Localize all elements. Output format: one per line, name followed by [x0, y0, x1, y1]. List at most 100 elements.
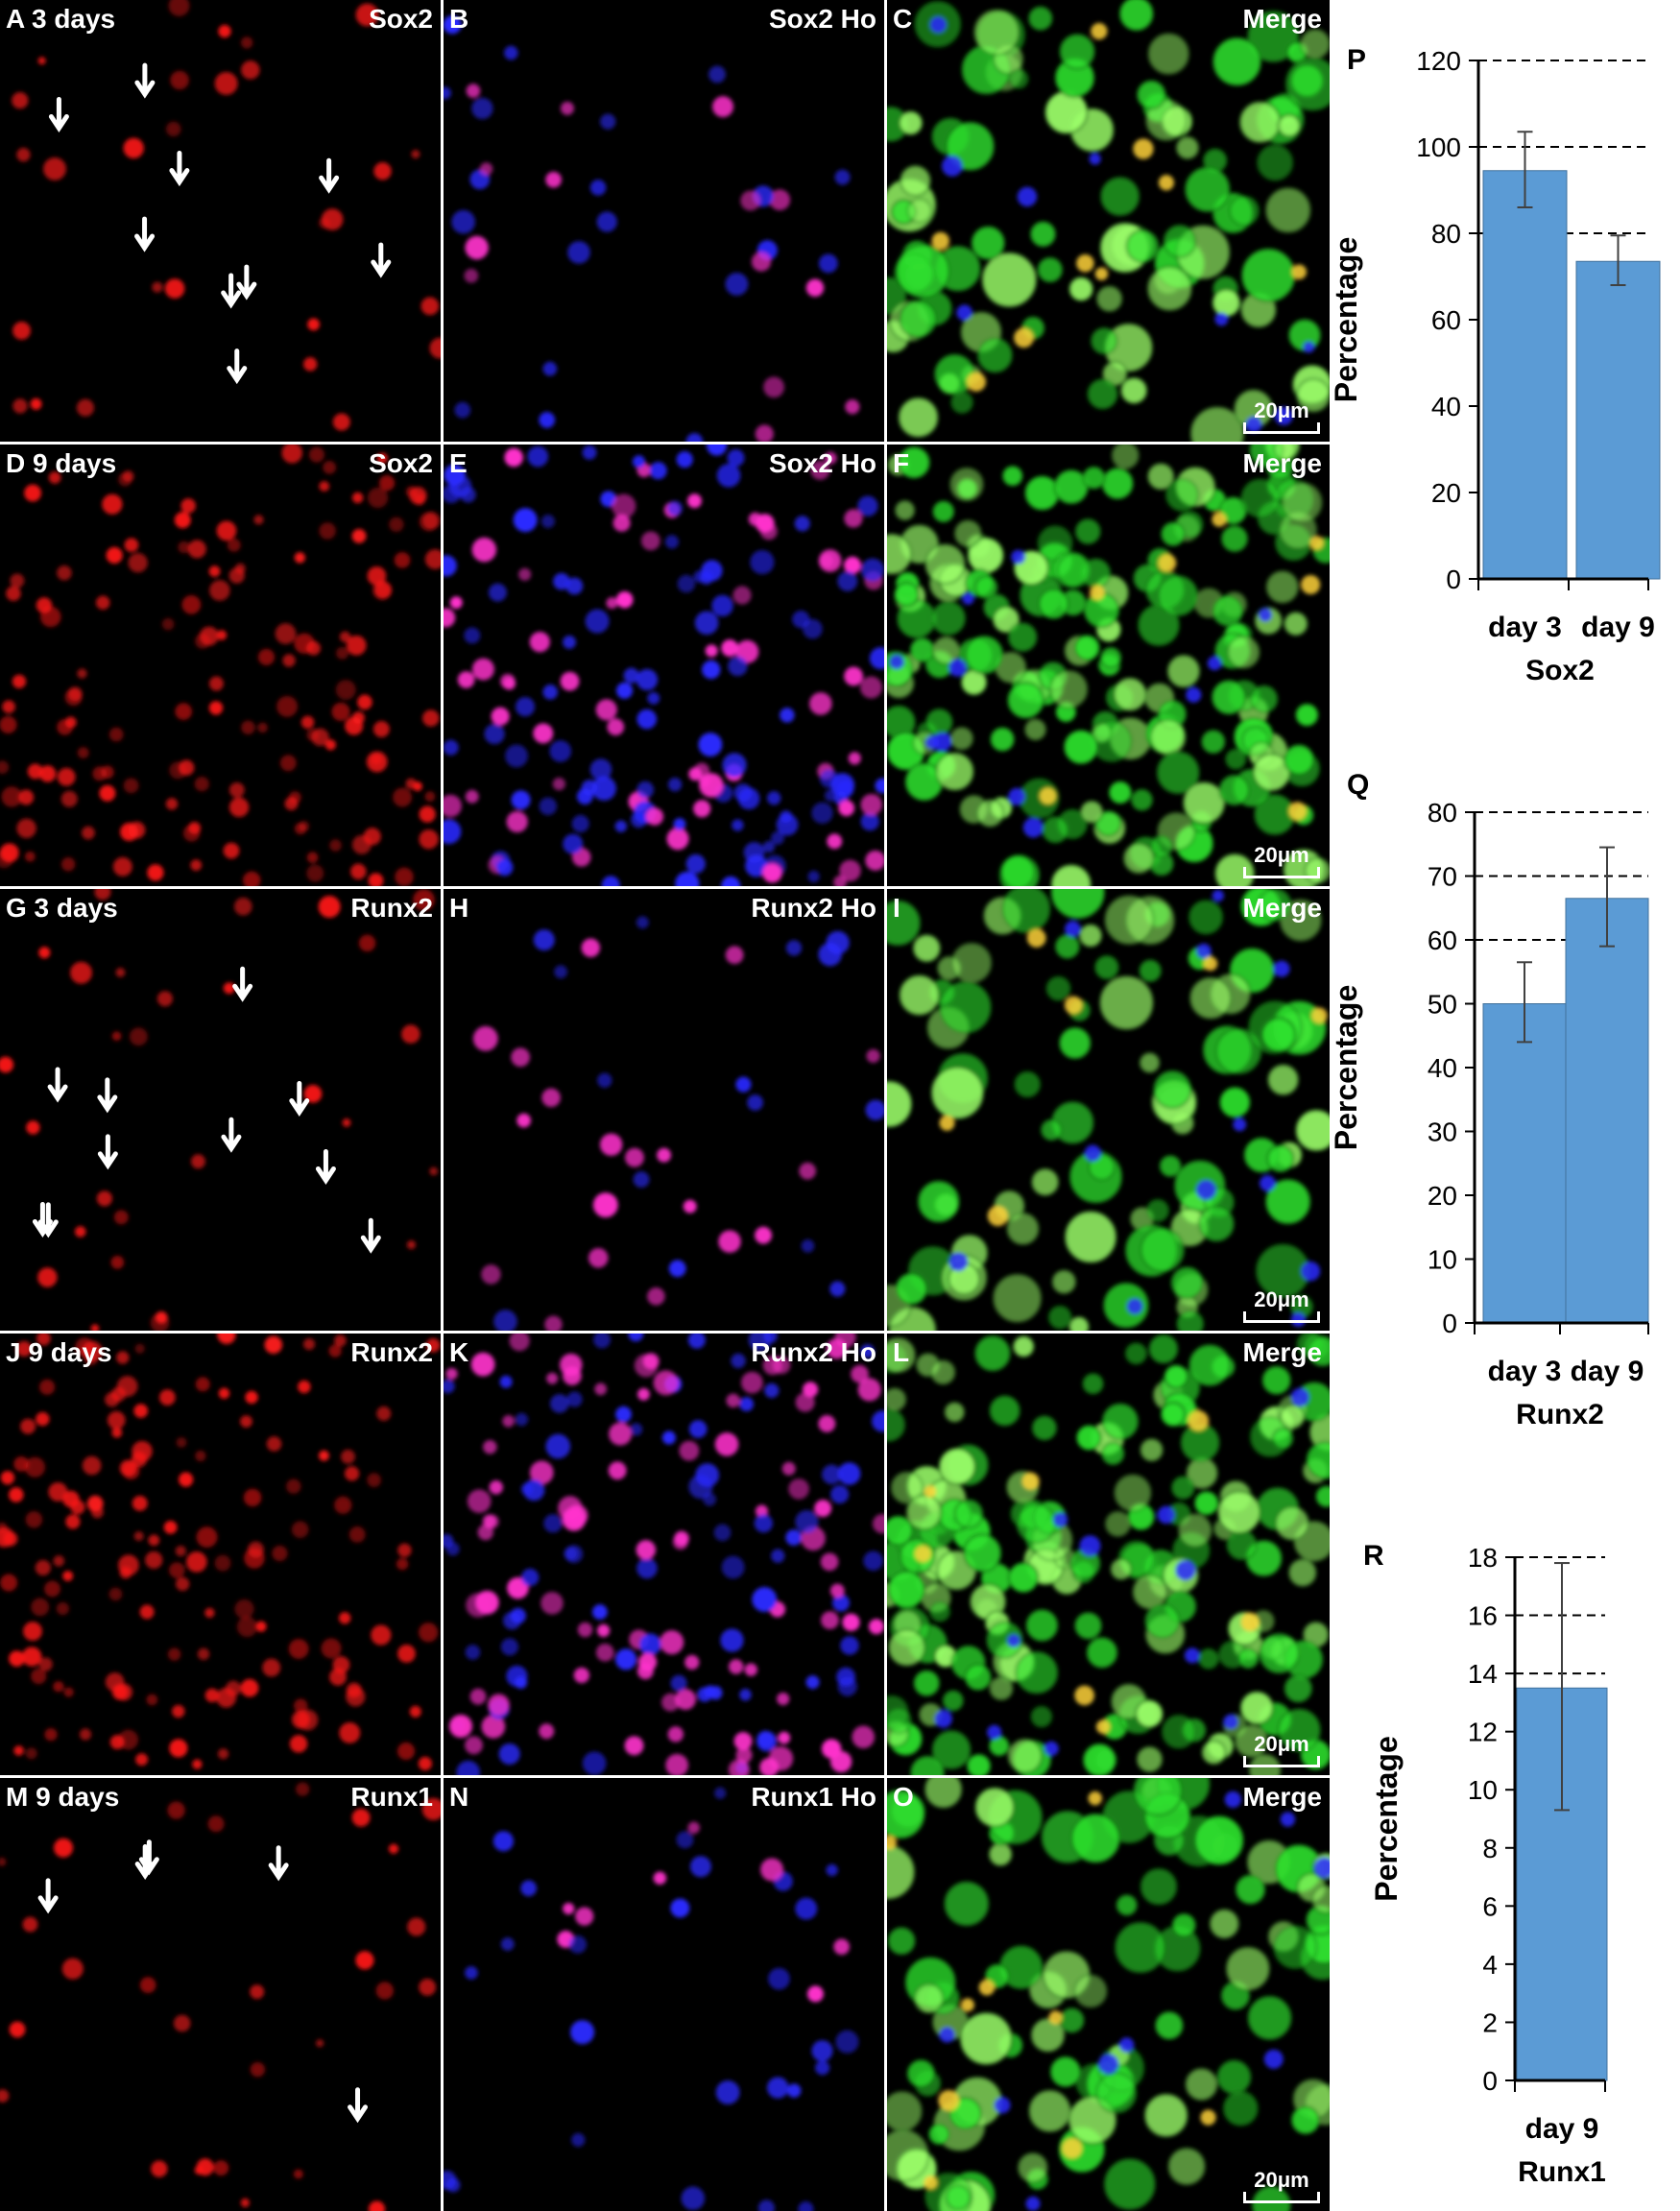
- micrograph-image: [444, 445, 884, 886]
- y-tick-label: 14: [1468, 1659, 1498, 1689]
- micrograph-image: [444, 1787, 859, 2211]
- scale-bar-line: [1243, 2192, 1320, 2203]
- arrow-icon: [169, 151, 190, 187]
- y-tick-label: 40: [1431, 392, 1461, 421]
- panel-letter-label: P: [1347, 44, 1366, 76]
- arrow-icon: [97, 1134, 118, 1170]
- y-tick-label: 20: [1431, 478, 1461, 508]
- channel-label: Runx2 Ho: [751, 1337, 876, 1367]
- micrograph-image: [887, 1334, 1330, 1775]
- y-tick-label: 30: [1428, 1118, 1457, 1147]
- channel-label: Runx2 Ho: [751, 893, 876, 923]
- category-label: day 9: [1581, 612, 1655, 643]
- channel-label: Runx2: [350, 1337, 433, 1367]
- y-tick-label: 40: [1428, 1053, 1457, 1083]
- panel-L: L Merge 20μm: [887, 1334, 1330, 1775]
- panel-M: M 9 days Runx1: [0, 1778, 441, 2211]
- bar-day-9: [1565, 898, 1649, 1324]
- chart-P: day 3 day 9 0 20 40 60 80 100 120 Percentage Sox2 P: [1330, 0, 1680, 710]
- scale-bar-line: [1243, 1756, 1320, 1767]
- panel-K: K Runx2 Ho: [444, 1334, 884, 1775]
- panel-I: I Merge 20μm: [887, 889, 1330, 1331]
- arrow-icon: [97, 1077, 118, 1114]
- error-bar: [1610, 234, 1626, 286]
- arrow-icon: [236, 264, 257, 300]
- scale-bar: 20μm: [1243, 2170, 1320, 2203]
- arrow-icon: [227, 348, 248, 385]
- panel-E: E Sox2 Ho: [444, 445, 884, 886]
- scale-bar: 20μm: [1243, 1734, 1320, 1767]
- chart-R: day 9 0 2 4 6 8 10 12 14 16 18 Percentage Runx1 R: [1330, 1526, 1680, 2208]
- y-tick-label: 10: [1428, 1245, 1457, 1275]
- micrograph-image: [444, 15, 860, 442]
- panel-letter-label: A 3 days: [6, 4, 116, 34]
- micrograph-image: [887, 889, 1330, 1331]
- chart-svg: day 9 0 2 4 6 8 10 12 14 16 18 Percentage Runx1 R: [1363, 1540, 1608, 2188]
- arrow-icon: [221, 1117, 242, 1153]
- panel-G: G 3 days Runx2: [0, 889, 441, 1331]
- arrow-icon: [138, 1839, 159, 1876]
- arrow-icon: [371, 242, 392, 278]
- channel-label: Sox2: [369, 448, 433, 478]
- chart-svg: day 3 day 9 0 10 20 30 40 50 60 70 80 Percentage Run…: [1330, 769, 1649, 1430]
- arrow-icon: [360, 1217, 381, 1254]
- panel-C: C Merge 20μm: [887, 0, 1330, 442]
- y-tick-label: 20: [1428, 1181, 1457, 1211]
- panel-letter-label: F: [893, 448, 910, 478]
- channel-label: Merge: [1242, 448, 1322, 478]
- micrograph-image: [0, 889, 439, 1331]
- panel-letter-label: B: [449, 4, 469, 34]
- channel-label: Sox2 Ho: [768, 448, 876, 478]
- scale-bar: 20μm: [1243, 400, 1320, 434]
- panel-letter-label: N: [449, 1782, 469, 1812]
- arrow-icon: [319, 157, 340, 194]
- y-tick-label: 60: [1428, 925, 1457, 955]
- arrow-icon: [32, 1201, 53, 1238]
- y-tick-label: 2: [1482, 2007, 1498, 2037]
- arrow-icon: [134, 62, 156, 99]
- panel-F: F Merge 20μm: [887, 445, 1330, 886]
- scale-bar: 20μm: [1243, 845, 1320, 878]
- y-tick-label: 0: [1446, 565, 1461, 594]
- micrograph-image: [444, 1334, 884, 1775]
- y-tick-label: 120: [1416, 46, 1461, 76]
- arrow-icon: [348, 2087, 369, 2124]
- micrograph-image: [0, 445, 441, 886]
- scale-bar-label: 20μm: [1254, 2168, 1309, 2192]
- panel-J: J 9 days Runx2: [0, 1334, 441, 1775]
- channel-label: Sox2: [369, 4, 433, 34]
- y-axis-label: Percentage: [1369, 1736, 1404, 1902]
- arrow-icon: [289, 1081, 310, 1118]
- panel-letter-label: Q: [1347, 769, 1369, 801]
- micrograph-image: [12, 0, 441, 431]
- panel-N: N Runx1 Ho: [444, 1778, 884, 2211]
- panel-letter-label: M 9 days: [6, 1782, 120, 1812]
- micrograph-image: [472, 916, 884, 1331]
- panel-O: O Merge 20μm: [887, 1778, 1330, 2211]
- arrow-icon: [232, 966, 253, 1002]
- arrow-icon: [268, 1845, 289, 1882]
- category-label: day 3: [1488, 612, 1562, 643]
- scale-bar-label: 20μm: [1254, 398, 1309, 422]
- chart-svg: day 3 day 9 0 20 40 60 80 100 120 Percentage Sox2 P: [1330, 44, 1661, 686]
- arrow-icon: [134, 216, 156, 252]
- panel-letter-label: R: [1363, 1540, 1384, 1572]
- error-bar: [1599, 846, 1615, 948]
- panel-A: A 3 days Sox2: [0, 0, 441, 442]
- micrograph-image: [887, 1778, 1330, 2211]
- y-axis-label: Percentage: [1330, 985, 1363, 1151]
- arrow-icon: [47, 1067, 68, 1103]
- x-axis-label: Sox2: [1525, 655, 1595, 686]
- category-label: day 9: [1571, 1356, 1644, 1387]
- category-label: day 9: [1525, 2113, 1599, 2145]
- y-tick-label: 80: [1428, 798, 1457, 828]
- panel-B: B Sox2 Ho: [444, 0, 884, 442]
- y-tick-label: 50: [1428, 990, 1457, 1020]
- category-label: day 3: [1488, 1356, 1562, 1387]
- channel-label: Runx1 Ho: [751, 1782, 876, 1812]
- scale-bar-line: [1243, 1311, 1320, 1323]
- panel-letter-label: E: [449, 448, 468, 478]
- panel-letter-label: I: [893, 893, 900, 923]
- y-tick-label: 60: [1431, 305, 1461, 335]
- y-axis-label: Percentage: [1330, 237, 1363, 403]
